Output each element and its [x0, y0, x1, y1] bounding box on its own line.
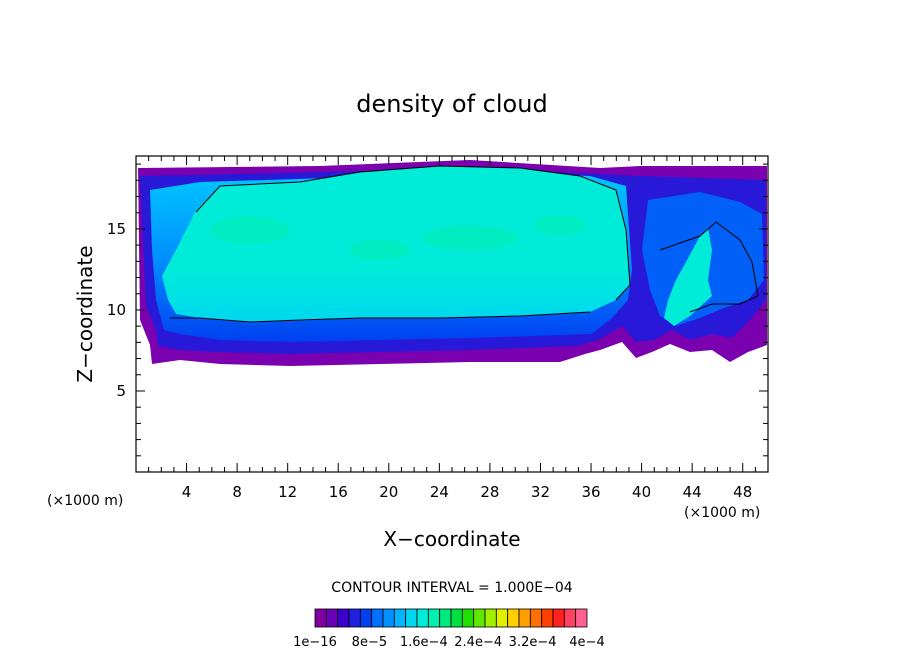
y-tick-label: 10: [107, 301, 126, 319]
colorbar-tick-label: 1.6e−4: [400, 635, 448, 650]
colorbar-swatch: [563, 608, 577, 628]
contour-line-right: [659, 221, 759, 313]
x-tick-label: 8: [232, 483, 242, 501]
colorbar-swatch: [461, 608, 475, 628]
y-tick-labels: 5 10 15: [107, 220, 126, 400]
colorbar-swatch: [325, 608, 339, 628]
x-unit-left: (×1000 m): [47, 493, 123, 509]
colorbar-swatch: [473, 608, 486, 628]
colorbar-swatch: [348, 608, 361, 628]
x-tick-label: 16: [329, 483, 348, 501]
colorbar-swatch: [552, 608, 565, 628]
colorbar-swatch: [518, 608, 531, 628]
y-axis-title: Z−coordinate: [73, 245, 97, 382]
colorbar-swatch: [405, 608, 418, 628]
colorbar-swatch: [450, 608, 463, 628]
x-tick-label: 36: [581, 483, 600, 501]
colorbar-tick-label: 8e−5: [352, 635, 387, 650]
y-tick-label: 5: [116, 382, 126, 400]
colorbar-swatch: [484, 608, 497, 628]
x-tick-label: 28: [480, 483, 499, 501]
colorbar-swatch: [507, 608, 520, 628]
colorbar-swatch: [371, 608, 384, 628]
axis-ticks: [136, 156, 768, 472]
colorbar-tick-label: 1e−16: [293, 635, 337, 650]
x-axis-title: X−coordinate: [383, 527, 520, 551]
chart-title: density of cloud: [356, 90, 547, 118]
colorbar-swatch: [427, 608, 441, 628]
contour-line-core: [170, 165, 631, 323]
colorbar-swatch: [575, 608, 588, 628]
colorbar-swatch: [337, 608, 350, 628]
colorbar: [314, 608, 588, 628]
core-texture: [210, 215, 586, 260]
colorbar-swatch: [495, 608, 509, 628]
x-tick-label: 48: [733, 483, 752, 501]
colorbar-tick-label: 3.2e−4: [509, 635, 557, 650]
colorbar-tick-label: 2.4e−4: [454, 635, 502, 650]
colorbar-tick-label: 4e−4: [569, 635, 604, 650]
x-unit-right: (×1000 m): [684, 505, 760, 521]
y-tick-label: 15: [107, 220, 126, 238]
contour-interval-label: CONTOUR INTERVAL = 1.000E−04: [331, 580, 572, 596]
colorbar-swatch: [382, 608, 395, 628]
x-tick-label: 44: [683, 483, 702, 501]
colorbar-labels: 1e−16 8e−5 1.6e−4 2.4e−4 3.2e−4 4e−4: [293, 635, 605, 650]
x-tick-label: 24: [430, 483, 449, 501]
x-tick-label: 12: [278, 483, 297, 501]
cloud-core-right: [664, 228, 712, 326]
colorbar-swatch: [529, 608, 543, 628]
x-tick-label: 20: [379, 483, 398, 501]
colorbar-swatch: [359, 608, 373, 628]
colorbar-swatch: [541, 608, 554, 628]
colorbar-swatch: [393, 608, 407, 628]
x-tick-labels: 4 8 12 16 20 24 28 32 36 40 44 48: [182, 483, 752, 501]
x-tick-label: 40: [632, 483, 651, 501]
x-tick-label: 32: [531, 483, 550, 501]
colorbar-swatch: [439, 608, 452, 628]
colorbar-swatch: [416, 608, 429, 628]
x-tick-label: 4: [182, 483, 192, 501]
colorbar-swatch: [314, 608, 327, 628]
density-field: [138, 160, 767, 366]
